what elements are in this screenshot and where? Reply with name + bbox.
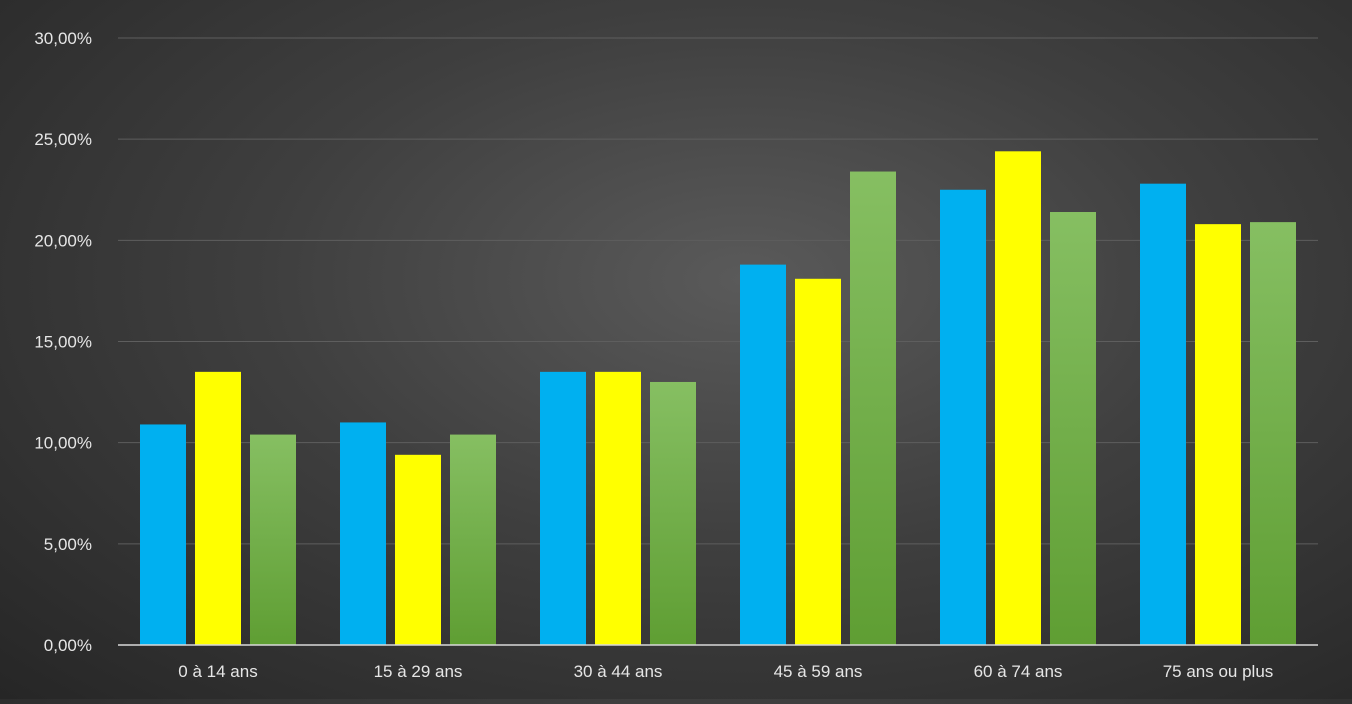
y-tick-label: 25,00% (34, 130, 92, 149)
x-tick-label: 60 à 74 ans (974, 662, 1063, 681)
bar-series-3 (850, 171, 896, 646)
bar-series-1 (140, 424, 186, 645)
bar-series-2 (1195, 224, 1241, 645)
bar-series-3 (1250, 222, 1296, 645)
axes: 0,00% 5,00% 10,00% 15,00% 20,00% 25,00% 30,00%… (34, 29, 1318, 681)
y-tick-label: 20,00% (34, 231, 92, 250)
x-tick-label: 15 à 29 ans (374, 662, 463, 681)
bar-series-3 (250, 434, 296, 645)
bars (140, 151, 1296, 646)
bar-series-1 (340, 422, 386, 645)
bar-series-2 (795, 278, 841, 645)
y-tick-label: 10,00% (34, 434, 92, 453)
y-tick-label: 5,00% (44, 535, 92, 554)
bar-series-1 (1140, 183, 1186, 645)
x-tick-label: 75 ans ou plus (1163, 662, 1274, 681)
bar-series-1 (540, 371, 586, 645)
x-tick-label: 30 à 44 ans (574, 662, 663, 681)
y-tick-label: 15,00% (34, 333, 92, 352)
x-tick-label: 45 à 59 ans (774, 662, 863, 681)
bar-series-2 (595, 371, 641, 645)
bar-series-2 (995, 151, 1041, 645)
bar-series-1 (940, 189, 986, 645)
bar-series-2 (195, 371, 241, 645)
bar-series-3 (650, 381, 696, 645)
bar-series-2 (395, 454, 441, 645)
bar-series-3 (450, 434, 496, 645)
x-tick-label: 0 à 14 ans (178, 662, 257, 681)
gridlines (118, 37, 1318, 545)
y-tick-label: 0,00% (44, 636, 92, 655)
bar-series-1 (740, 264, 786, 645)
bar-series-3 (1050, 212, 1096, 646)
y-tick-label: 30,00% (34, 29, 92, 48)
